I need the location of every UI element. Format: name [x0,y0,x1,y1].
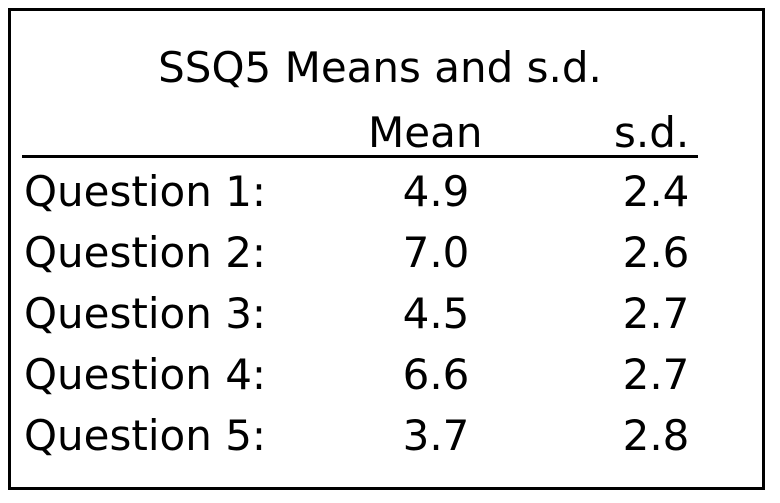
question-label: Question 3: [24,289,267,338]
mean-value: 6.6 [402,350,470,399]
sd-value: 2.7 [622,289,690,338]
mean-value: 7.0 [402,228,470,277]
question-label: Question 5: [24,411,267,460]
question-label: Question 4: [24,350,267,399]
sd-value: 2.7 [622,350,690,399]
table-row: Question 4: 6.6 2.7 [0,345,780,405]
table-title: SSQ5 Means and s.d. [158,43,602,92]
column-header-sd: s.d. [614,108,690,157]
table-row: Question 5: 3.7 2.8 [0,406,780,466]
table-frame [8,8,765,490]
question-label: Question 2: [24,228,267,277]
sd-value: 2.8 [622,411,690,460]
mean-value: 3.7 [402,411,470,460]
table-row: Question 2: 7.0 2.6 [0,223,780,283]
table-row: Question 1: 4.9 2.4 [0,162,780,222]
mean-value: 4.9 [402,167,470,216]
mean-value: 4.5 [402,289,470,338]
sd-value: 2.4 [622,167,690,216]
question-label: Question 1: [24,167,267,216]
column-header-mean: Mean [368,108,483,157]
sd-value: 2.6 [622,228,690,277]
header-underline [22,155,698,158]
table-row: Question 3: 4.5 2.7 [0,284,780,344]
